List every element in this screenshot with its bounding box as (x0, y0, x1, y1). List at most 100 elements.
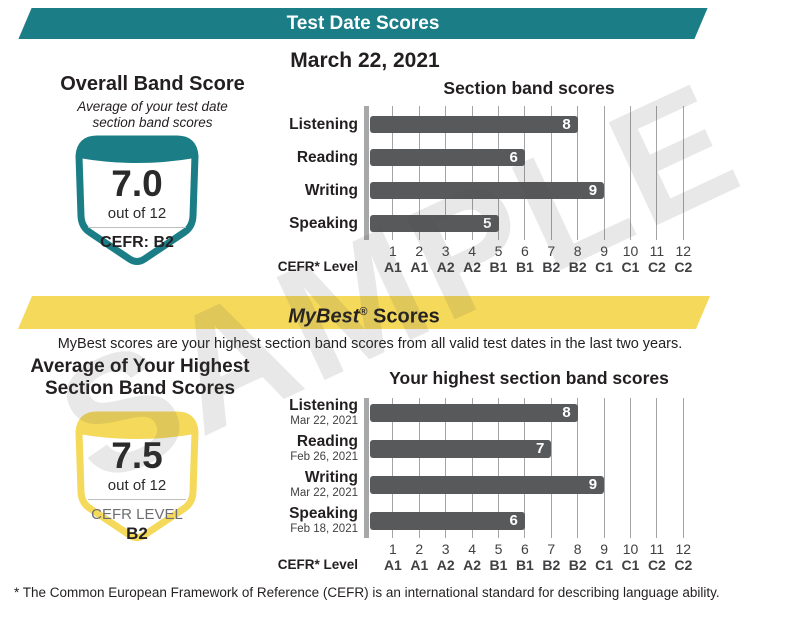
test-date-scores-banner: Test Date Scores (18, 8, 708, 39)
gridline (498, 106, 499, 240)
bar-value-label: 8 (562, 404, 571, 421)
bar-value-label: 6 (509, 512, 518, 529)
gridline (445, 398, 447, 538)
bar-writing: 9 (370, 476, 605, 494)
bar-speaking: 6 (370, 512, 525, 530)
x-tick: 2 (415, 243, 424, 259)
gridline (682, 398, 684, 538)
gridline (656, 106, 658, 240)
gridline (471, 398, 473, 538)
x-tick: 5 (494, 243, 503, 259)
x-tick-cefr: A1 (383, 557, 402, 573)
badge-outline (75, 411, 199, 541)
x-tick-cefr: C2 (647, 557, 666, 573)
overall-score-out-of: out of 12 (107, 205, 167, 222)
gridline (603, 398, 605, 538)
gridline (524, 398, 526, 538)
x-tick-cefr: A1 (410, 259, 429, 275)
x-tick-cefr: B1 (489, 557, 508, 573)
gridline (418, 398, 420, 538)
x-tick-cefr: B2 (542, 557, 561, 573)
chart-title: Your highest section band scores (389, 368, 669, 388)
bar-reading: 7 (370, 440, 552, 458)
cefr-level-value: B2 (126, 524, 148, 543)
row-label-name: Speaking (289, 505, 358, 522)
x-tick-cefr: B1 (515, 259, 534, 275)
x-tick: 3 (441, 541, 450, 557)
overall-band-score-subtitle-line2: section band scores (92, 115, 213, 131)
x-tick: 1 (388, 541, 397, 557)
bar-reading: 6 (370, 149, 525, 166)
bar-speaking: 5 (370, 215, 499, 232)
x-tick: 11 (649, 243, 665, 259)
x-tick: 10 (622, 243, 639, 259)
gridline (603, 106, 605, 240)
overall-band-score-subtitle-line1: Average of your test date (77, 99, 228, 114)
gridline (418, 106, 420, 240)
plot-area: 8 6 9 5 (364, 106, 696, 240)
bar-value-label: 6 (509, 149, 518, 166)
bar-writing: 9 (370, 182, 605, 199)
x-tick: 12 (675, 541, 692, 557)
overall-score-badge: 7.0 out of 12 CEFR: B2 (57, 128, 217, 274)
x-tick: 8 (573, 541, 582, 557)
x-tick-cefr: B2 (568, 259, 587, 275)
badge-divider (88, 499, 186, 500)
row-label-speaking: Speaking Feb 18, 2021 (258, 505, 358, 536)
section-band-scores-chart: Section band scores 8 6 9 5 Listening Reading… (258, 78, 728, 278)
bar-value-label: 9 (588, 476, 598, 493)
gridline (656, 398, 658, 538)
x-tick: 11 (649, 541, 665, 557)
shield-badge-icon (75, 135, 199, 265)
gridline (498, 398, 499, 538)
cefr-level-label: CEFR LEVEL (91, 506, 183, 523)
x-tick: 12 (675, 243, 692, 259)
gridline (524, 106, 526, 240)
gridline (550, 398, 552, 538)
plot-area: 8 7 9 6 (364, 398, 696, 538)
gridline (682, 106, 684, 240)
row-label-date: Feb 26, 2021 (290, 451, 358, 464)
x-tick-cefr: A2 (463, 557, 482, 573)
mybest-scores-text: Scores (367, 305, 440, 328)
row-label-speaking: Speaking (289, 214, 358, 232)
row-label-reading: Reading (296, 148, 358, 166)
x-tick-cefr: A1 (383, 259, 402, 275)
badge-top-band (79, 139, 195, 163)
badge-top-band (79, 415, 195, 439)
x-tick: 8 (573, 243, 582, 259)
row-label-reading: Reading Feb 26, 2021 (258, 433, 358, 464)
x-tick-cefr: A1 (410, 557, 429, 573)
x-tick-cefr: B2 (568, 557, 587, 573)
chart-title: Section band scores (443, 78, 615, 98)
x-tick-cefr: B1 (489, 259, 508, 275)
x-tick: 7 (547, 541, 556, 557)
overall-band-score-title: Overall Band Score (60, 73, 245, 95)
bar-listening: 8 (370, 116, 578, 133)
x-tick: 7 (547, 243, 556, 259)
row-label-listening: Listening Mar 22, 2021 (258, 397, 358, 427)
row-label-name: Writing (304, 469, 358, 486)
x-tick: 9 (600, 541, 608, 557)
x-tick: 6 (520, 243, 529, 259)
overall-score-value: 7.0 (111, 163, 163, 204)
row-label-name: Reading (296, 433, 358, 450)
x-tick-cefr: A2 (463, 259, 482, 275)
x-tick: 4 (468, 541, 476, 557)
x-tick: 6 (520, 541, 529, 557)
mybest-description: MyBest scores are your highest section b… (57, 336, 683, 352)
cefr-footnote: * The Common European Framework of Refer… (14, 585, 720, 600)
x-tick-cefr: A2 (436, 557, 455, 573)
gridline (550, 106, 552, 240)
gridline (630, 106, 631, 240)
highest-average-out-of: out of 12 (107, 477, 167, 494)
x-tick-cefr: C1 (621, 557, 640, 573)
row-label-date: Feb 18, 2021 (290, 523, 358, 536)
row-label-name: Listening (289, 397, 358, 414)
x-tick: 9 (600, 243, 608, 259)
x-axis-label: CEFR* Level (277, 557, 358, 572)
gridline (445, 106, 447, 240)
bar-value-label: 7 (535, 440, 545, 457)
row-label-listening: Listening (289, 115, 358, 133)
x-tick-cefr: C1 (621, 259, 640, 275)
